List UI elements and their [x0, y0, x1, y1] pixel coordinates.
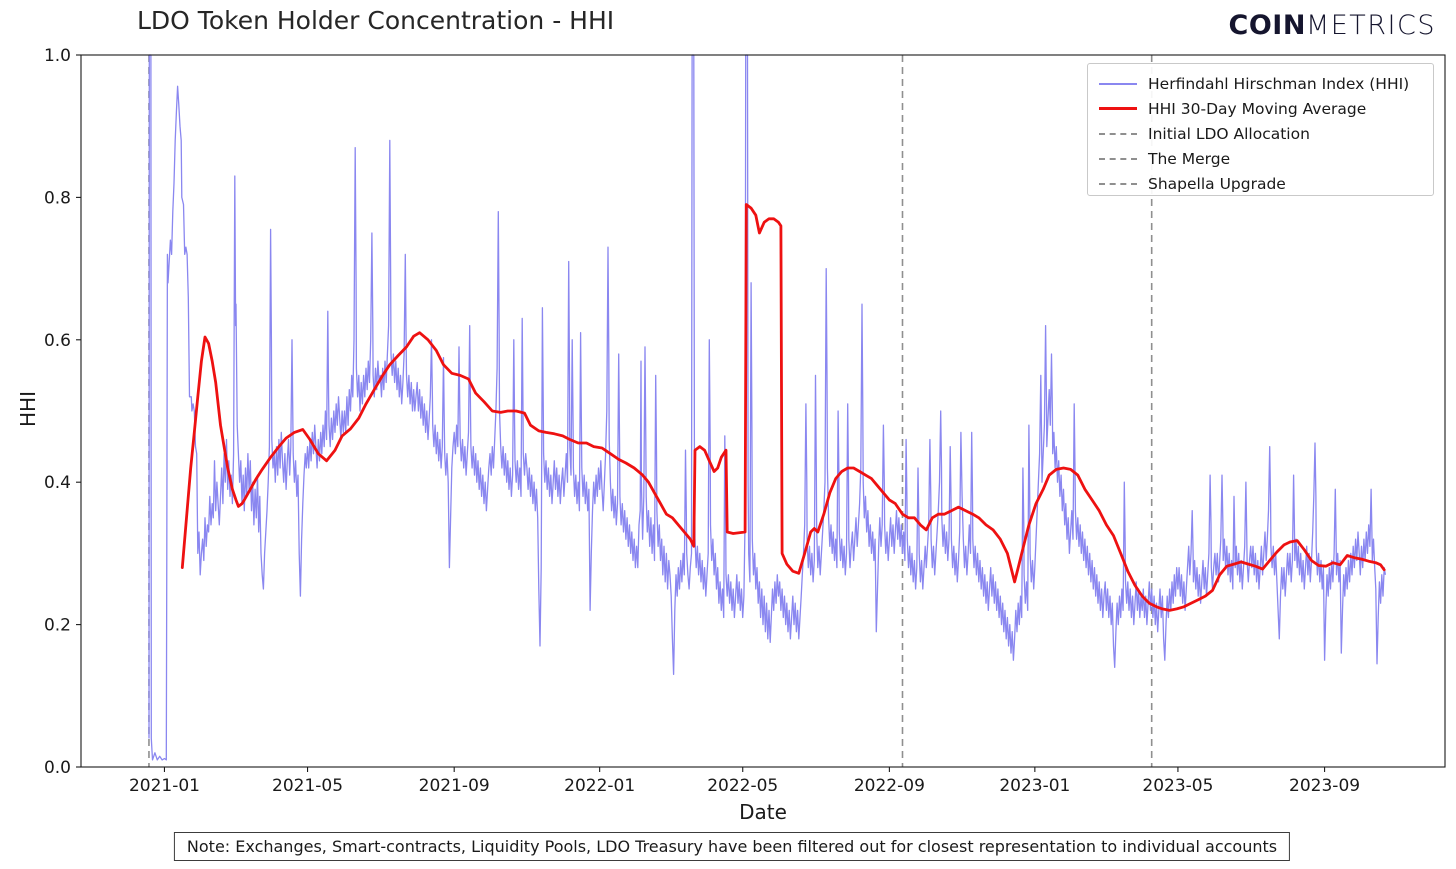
tick-label: 0.0 [44, 758, 71, 778]
tick-label: 1.0 [44, 46, 71, 66]
legend-item: The Merge [1099, 146, 1433, 171]
legend-swatch-ma [1099, 107, 1137, 110]
coinmetrics-logo: COINMETRICS [1229, 10, 1436, 41]
tick-label: 0.6 [44, 331, 71, 351]
tick-label: 2022-05 [707, 776, 778, 796]
legend-swatch-dash [1099, 132, 1137, 135]
tick-label: 2022-01 [564, 776, 635, 796]
tick-label: 2022-09 [854, 776, 925, 796]
legend-label: Shapella Upgrade [1148, 174, 1286, 193]
legend-item: HHI 30-Day Moving Average [1099, 96, 1433, 121]
legend-item: Initial LDO Allocation [1099, 121, 1433, 146]
tick-label: 2021-09 [419, 776, 490, 796]
hhi-series-line [148, 54, 1387, 761]
tick-label: 2023-09 [1289, 776, 1360, 796]
tick-label: 2021-05 [272, 776, 343, 796]
plot-frame [80, 54, 1446, 768]
legend-label: HHI 30-Day Moving Average [1148, 99, 1367, 118]
tick-label: 0.8 [44, 188, 71, 208]
logo-coin: COIN [1228, 10, 1306, 41]
legend-item: Shapella Upgrade [1099, 171, 1433, 196]
legend-label: The Merge [1148, 149, 1231, 168]
y-axis-label: HHI [16, 391, 40, 427]
footnote: Note: Exchanges, Smart-contracts, Liquid… [173, 832, 1291, 861]
legend-label: Initial LDO Allocation [1148, 124, 1310, 143]
legend-swatch-dash [1099, 157, 1137, 160]
ma-series-line [180, 203, 1386, 612]
chart-title: LDO Token Holder Concentration - HHI [137, 6, 615, 35]
tick-label: 2023-01 [999, 776, 1070, 796]
legend-swatch-dash [1099, 182, 1137, 185]
tick-label: 0.4 [44, 473, 71, 493]
tick-label: 2023-05 [1142, 776, 1213, 796]
legend-label: Herfindahl Hirschman Index (HHI) [1148, 74, 1410, 93]
legend-item: Herfindahl Hirschman Index (HHI) [1099, 71, 1433, 96]
x-axis-label: Date [739, 800, 787, 824]
logo-metrics: METRICS [1305, 10, 1436, 41]
tick-label: 0.2 [44, 616, 71, 636]
legend-swatch-hhi [1099, 82, 1137, 85]
legend: Herfindahl Hirschman Index (HHI) HHI 30-D… [1087, 63, 1434, 196]
tick-label: 2021-01 [129, 776, 200, 796]
